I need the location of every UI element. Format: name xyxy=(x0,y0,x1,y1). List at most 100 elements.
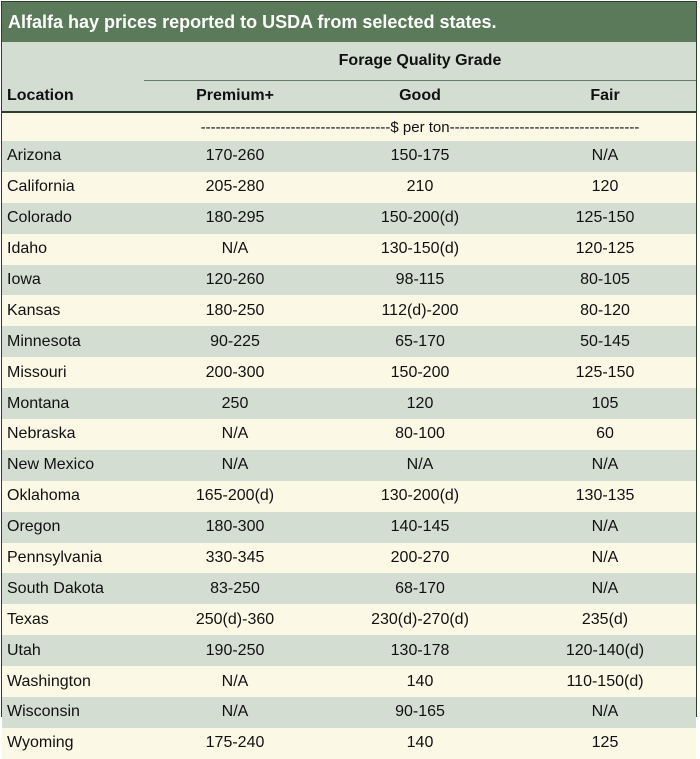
good-cell: N/A xyxy=(326,449,514,481)
fair-cell: 50-145 xyxy=(514,326,697,358)
good-cell: 90-165 xyxy=(326,697,514,728)
table-row: Idaho N/A 130-150(d) 120-125 xyxy=(2,233,697,265)
good-cell: 140 xyxy=(326,666,514,698)
good-cell: 130-178 xyxy=(326,635,514,667)
table-row: Arizona 170-260 150-175 N/A xyxy=(2,141,697,172)
location-cell: Oklahoma xyxy=(2,480,144,512)
table-row: Washington N/A 140 110-150(d) xyxy=(2,666,697,698)
location-cell: Utah xyxy=(2,635,144,667)
location-cell: Nebraska xyxy=(2,419,144,450)
premium-header: Premium+ xyxy=(196,87,274,104)
location-cell: Pennsylvania xyxy=(2,542,144,574)
table-row: Missouri 200-300 150-200 125-150 xyxy=(2,357,697,389)
fair-cell: 235(d) xyxy=(514,604,697,636)
location-cell: Texas xyxy=(2,604,144,636)
table-row: Utah 190-250 130-178 120-140(d) xyxy=(2,635,697,667)
premium-cell: 83-250 xyxy=(144,573,326,605)
good-cell: 65-170 xyxy=(326,326,514,358)
good-cell: 68-170 xyxy=(326,573,514,605)
price-table: Location Forage Quality Grade Premium+ G… xyxy=(2,42,697,759)
fair-cell: 60 xyxy=(514,419,697,450)
table-row: Wisconsin N/A 90-165 N/A xyxy=(2,697,697,728)
premium-cell: 250(d)-360 xyxy=(144,604,326,636)
good-cell: 130-200(d) xyxy=(326,480,514,512)
unit-row-spacer xyxy=(2,111,144,141)
premium-cell: 250 xyxy=(144,388,326,420)
location-cell: Minnesota xyxy=(2,326,144,358)
fair-cell: N/A xyxy=(514,511,697,543)
good-cell: 150-175 xyxy=(326,141,514,172)
location-cell: Iowa xyxy=(2,264,144,296)
fair-cell: 110-150(d) xyxy=(514,666,697,698)
premium-cell: 165-200(d) xyxy=(144,480,326,512)
premium-cell: 180-295 xyxy=(144,202,326,234)
fair-cell: 80-105 xyxy=(514,264,697,296)
table-row: Minnesota 90-225 65-170 50-145 xyxy=(2,326,697,358)
good-cell: 112(d)-200 xyxy=(326,295,514,327)
good-cell: 120 xyxy=(326,388,514,420)
table-title: Alfalfa hay prices reported to USDA from… xyxy=(2,2,696,42)
location-cell: Idaho xyxy=(2,233,144,265)
fair-cell: 125 xyxy=(514,727,697,759)
premium-cell: N/A xyxy=(144,666,326,698)
fair-cell: N/A xyxy=(514,697,697,728)
table-row: California 205-280 210 120 xyxy=(2,171,697,203)
good-cell: 200-270 xyxy=(326,542,514,574)
forage-quality-grade-header: Forage Quality Grade xyxy=(144,42,697,81)
location-cell: Oregon xyxy=(2,511,144,543)
table-row: South Dakota 83-250 68-170 N/A xyxy=(2,573,697,605)
unit-row: --------------------------------------$ … xyxy=(2,111,697,141)
premium-cell: 200-300 xyxy=(144,357,326,389)
location-cell: Wisconsin xyxy=(2,697,144,728)
fair-cell: 80-120 xyxy=(514,295,697,327)
fair-cell: 125-150 xyxy=(514,202,697,234)
location-cell: Wyoming xyxy=(2,727,144,759)
good-cell: 210 xyxy=(326,171,514,203)
premium-cell: N/A xyxy=(144,697,326,728)
table-row: Pennsylvania 330-345 200-270 N/A xyxy=(2,542,697,574)
fair-cell: 120-125 xyxy=(514,233,697,265)
table-row: Iowa 120-260 98-115 80-105 xyxy=(2,264,697,296)
table-row: Kansas 180-250 112(d)-200 80-120 xyxy=(2,295,697,327)
fair-cell: N/A xyxy=(514,141,697,172)
table-row: Oklahoma 165-200(d) 130-200(d) 130-135 xyxy=(2,480,697,512)
fair-header: Fair xyxy=(590,87,620,104)
premium-cell: 180-300 xyxy=(144,511,326,543)
good-cell: 150-200 xyxy=(326,357,514,389)
premium-cell: 180-250 xyxy=(144,295,326,327)
header-row-group: Location Forage Quality Grade xyxy=(2,42,697,104)
good-cell: 130-150(d) xyxy=(326,233,514,265)
fair-cell: 120 xyxy=(514,171,697,203)
location-cell: Kansas xyxy=(2,295,144,327)
premium-cell: N/A xyxy=(144,449,326,481)
fair-cell: 105 xyxy=(514,388,697,420)
location-header: Location xyxy=(7,87,74,104)
location-cell: Colorado xyxy=(2,202,144,234)
table-row: Colorado 180-295 150-200(d) 125-150 xyxy=(2,202,697,234)
premium-cell: 330-345 xyxy=(144,542,326,574)
premium-cell: 190-250 xyxy=(144,635,326,667)
fair-cell: N/A xyxy=(514,449,697,481)
table-row: Oregon 180-300 140-145 N/A xyxy=(2,511,697,543)
good-cell: 150-200(d) xyxy=(326,202,514,234)
premium-cell: 175-240 xyxy=(144,727,326,759)
fair-cell: N/A xyxy=(514,542,697,574)
table-row: Montana 250 120 105 xyxy=(2,388,697,420)
location-cell: Montana xyxy=(2,388,144,420)
fair-cell: 125-150 xyxy=(514,357,697,389)
location-cell: South Dakota xyxy=(2,573,144,605)
premium-cell: 170-260 xyxy=(144,141,326,172)
premium-cell: 90-225 xyxy=(144,326,326,358)
premium-cell: 205-280 xyxy=(144,171,326,203)
good-cell: 140 xyxy=(326,727,514,759)
good-cell: 140-145 xyxy=(326,511,514,543)
good-cell: 230(d)-270(d) xyxy=(326,604,514,636)
location-cell: Washington xyxy=(2,666,144,698)
table-row: Texas 250(d)-360 230(d)-270(d) 235(d) xyxy=(2,604,697,636)
location-cell: California xyxy=(2,171,144,203)
location-cell: Arizona xyxy=(2,141,144,172)
fair-cell: 120-140(d) xyxy=(514,635,697,667)
premium-cell: N/A xyxy=(144,233,326,265)
premium-cell: N/A xyxy=(144,419,326,450)
